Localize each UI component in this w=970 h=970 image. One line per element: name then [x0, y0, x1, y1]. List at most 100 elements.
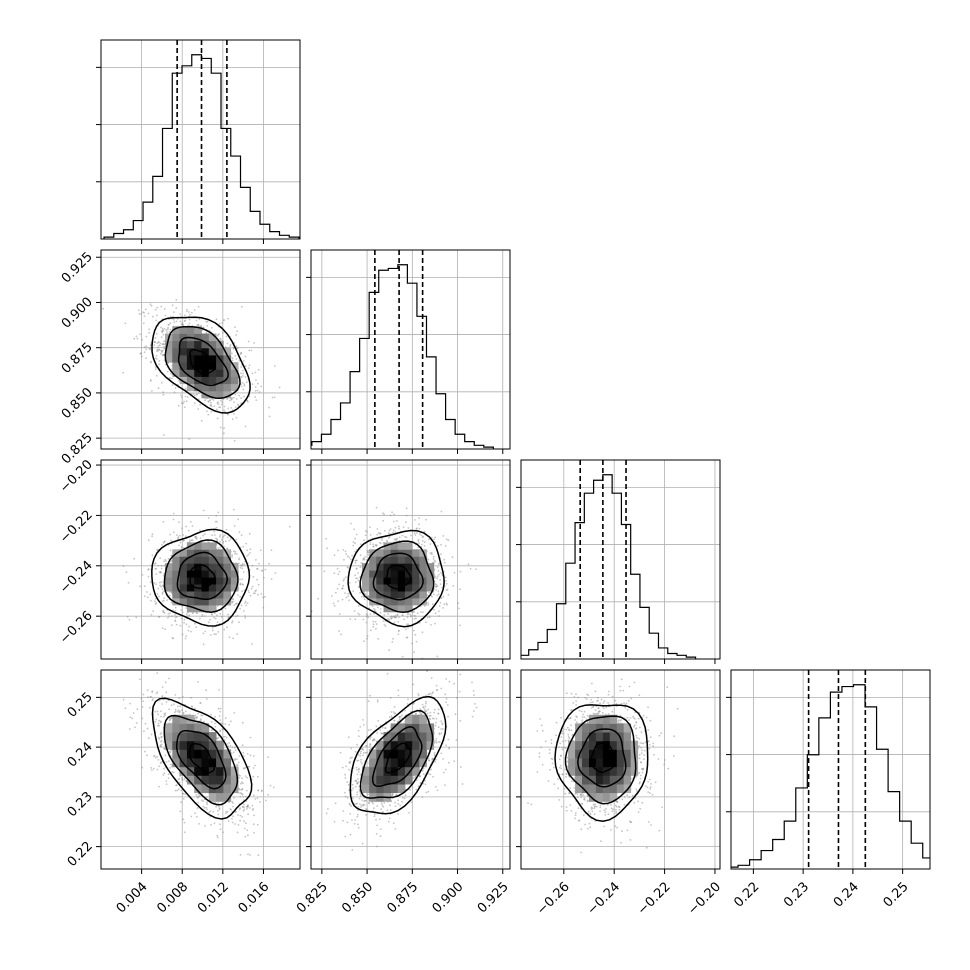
scatter-point: [437, 590, 440, 593]
scatter-point: [418, 527, 421, 530]
scatter-point: [333, 554, 336, 556]
density-cell: [172, 598, 180, 606]
scatter-point: [414, 519, 416, 521]
scatter-point: [174, 606, 177, 609]
density-cell: [208, 549, 217, 557]
scatter-point: [145, 335, 148, 338]
scatter-point: [424, 605, 426, 607]
scatter-point: [354, 562, 357, 564]
density-cell: [194, 376, 202, 385]
scatter-point: [342, 584, 345, 587]
density-cell: [390, 591, 399, 599]
density-cell: [194, 563, 202, 571]
scatter-point: [250, 587, 253, 590]
scatter-point: [197, 681, 200, 683]
scatter-point: [342, 549, 345, 551]
scatter-point: [435, 585, 437, 588]
scatter-point: [141, 574, 144, 576]
scatter-point: [374, 620, 377, 623]
scatter-point: [213, 530, 216, 533]
scatter-point: [195, 626, 198, 629]
scatter-point: [391, 641, 394, 643]
density-cell: [186, 362, 195, 370]
contour-1-0-1: [177, 336, 229, 387]
scatter-point: [204, 825, 206, 827]
scatter-point: [337, 549, 339, 552]
scatter-point: [211, 534, 214, 537]
scatter-point: [247, 813, 250, 816]
scatter-point: [391, 616, 394, 618]
scatter-point: [397, 630, 400, 632]
density-cell: [172, 591, 180, 599]
scatter-point: [431, 603, 434, 606]
scatter-point: [406, 616, 409, 619]
scatter-point: [384, 625, 387, 627]
scatter-point: [173, 703, 175, 706]
scatter-point: [364, 556, 367, 558]
scatter-point: [395, 520, 398, 522]
scatter-point: [246, 602, 249, 605]
scatter-point: [225, 335, 228, 338]
scatter-point: [221, 722, 224, 725]
scatter-point: [434, 536, 437, 539]
panel-frame: [520, 459, 721, 660]
scatter-point: [102, 307, 104, 310]
scatter-point: [349, 618, 352, 620]
scatter-point: [160, 564, 163, 567]
scatter-point: [215, 526, 218, 529]
scatter-point: [204, 399, 207, 402]
scatter-point: [388, 535, 391, 538]
scatter-point: [196, 393, 198, 396]
density-cell: [165, 584, 173, 592]
scatter-point: [205, 802, 208, 804]
scatter-point: [156, 314, 158, 317]
scatter-point: [159, 557, 162, 559]
scatter-point: [192, 393, 195, 395]
scatter-point: [245, 604, 248, 607]
density-cell: [201, 577, 210, 585]
scatter-point: [382, 519, 384, 522]
density-cell: [179, 340, 188, 349]
scatter-point: [423, 545, 426, 547]
scatter-point: [420, 611, 422, 613]
scatter-point: [442, 595, 445, 598]
scatter-point: [151, 554, 154, 557]
scatter-point: [446, 583, 448, 585]
scatter-point: [357, 572, 359, 574]
scatter-point: [244, 355, 247, 358]
density-cell: [405, 591, 413, 599]
density-cell: [223, 598, 232, 606]
scatter-point: [122, 698, 125, 701]
scatter-point: [415, 617, 417, 620]
scatter-point: [288, 525, 291, 528]
scatter-point: [198, 823, 201, 825]
scatter-point: [162, 391, 165, 393]
scatter-point: [165, 783, 168, 785]
scatter-point: [167, 612, 170, 615]
density-cell: [179, 556, 188, 564]
scatter-point: [393, 538, 396, 541]
scatter-point: [248, 591, 251, 594]
scatter-point: [362, 618, 365, 621]
scatter-point: [237, 594, 239, 596]
scatter-point: [163, 348, 166, 350]
scatter-point: [216, 417, 219, 420]
scatter-point: [434, 560, 437, 563]
scatter-point: [235, 615, 238, 618]
scatter-point: [161, 354, 164, 356]
scatter-point: [222, 736, 225, 738]
scatter-point: [180, 609, 183, 611]
scatter-point: [227, 413, 229, 416]
density-cell: [172, 556, 180, 564]
scatter-point: [241, 578, 244, 580]
scatter-point: [150, 767, 153, 769]
y-tick-label-1-0p85: 0.850: [59, 385, 96, 422]
scatter-point: [227, 745, 230, 748]
scatter-point: [248, 532, 251, 535]
scatter-point: [413, 532, 416, 535]
scatter-point: [241, 369, 244, 372]
scatter-point: [183, 320, 186, 322]
scatter-point: [247, 367, 250, 369]
